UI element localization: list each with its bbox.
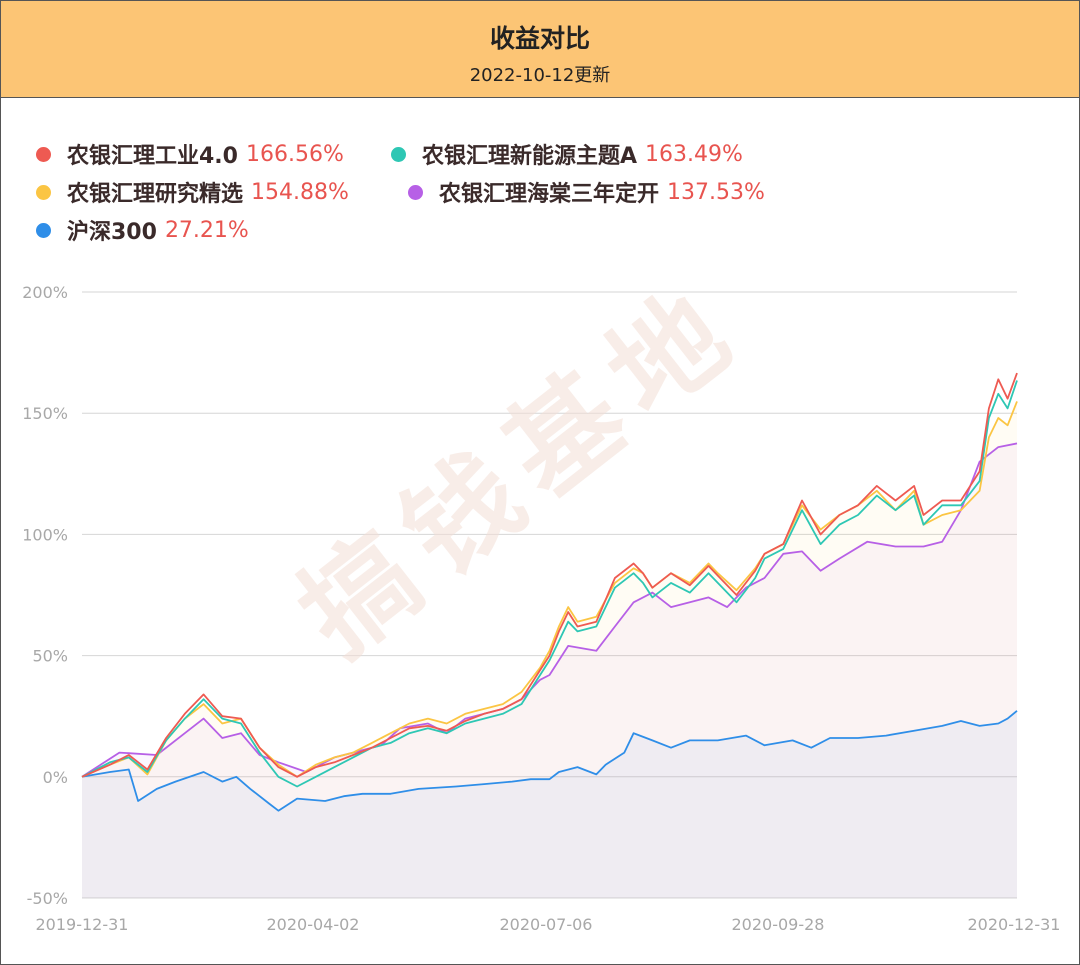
legend-item-haitang[interactable]: 农银汇理海棠三年定开 137.53% (408, 176, 765, 208)
legend-label: 农银汇理海棠三年定开 (439, 182, 660, 207)
legend-label: 沪深300 (67, 220, 157, 245)
legend-return: 163.49% (645, 141, 743, 167)
legend-item-new-energy[interactable]: 农银汇理新能源主题A 163.49% (391, 138, 743, 170)
series-area (82, 710, 1017, 898)
y-tick-label: 50% (32, 647, 68, 666)
legend-item-research[interactable]: 农银汇理研究精选 154.88% (36, 176, 349, 208)
area-layer (82, 401, 1017, 898)
legend-return: 137.53% (667, 179, 765, 205)
legend-dot-icon (36, 222, 51, 238)
legend-return: 27.21% (164, 217, 249, 243)
series-line (81, 380, 1018, 788)
y-tick-label: 150% (22, 404, 68, 423)
series-line (81, 372, 1018, 778)
legend-dot-icon (408, 184, 423, 200)
chart-title: 收益对比 (489, 24, 590, 53)
x-tick-label: 2020-04-02 (267, 915, 360, 934)
legend-item-industry40[interactable]: 农银汇理工业4.0 166.56% (36, 138, 344, 170)
legend-return: 166.56% (245, 141, 344, 167)
y-tick-label: -50% (27, 889, 68, 908)
legend-label: 农银汇理工业4.0 (67, 144, 238, 169)
x-tick-label: 2020-12-31 (968, 915, 1061, 934)
legend-item-hs300[interactable]: 沪深300 27.21% (36, 214, 249, 246)
legend-return: 154.88% (251, 179, 349, 205)
axis-layer: 200% 150% 100% 50% 0% -50% 2019-12-31 2020-04-0… (22, 283, 1060, 934)
header-bar: 收益对比 2022-10-12更新 (1, 1, 1079, 98)
y-tick-label: 100% (22, 525, 68, 544)
legend-dot-icon (391, 146, 406, 162)
line-layer (81, 372, 1018, 812)
y-tick-label: 0% (43, 768, 68, 787)
series-line (81, 710, 1018, 812)
y-tick-label: 200% (22, 283, 68, 302)
x-tick-label: 2020-07-06 (500, 915, 593, 934)
x-tick-label: 2019-12-31 (36, 915, 129, 934)
update-date: 2022-10-12更新 (469, 65, 611, 86)
series-area (82, 443, 1017, 898)
legend-label: 农银汇理研究精选 (67, 182, 244, 207)
legend-dot-icon (36, 146, 51, 162)
legend-label: 农银汇理新能源主题A (422, 144, 638, 169)
series-area (82, 401, 1017, 898)
legend-dot-icon (36, 184, 51, 200)
x-tick-label: 2020-09-28 (732, 915, 825, 934)
